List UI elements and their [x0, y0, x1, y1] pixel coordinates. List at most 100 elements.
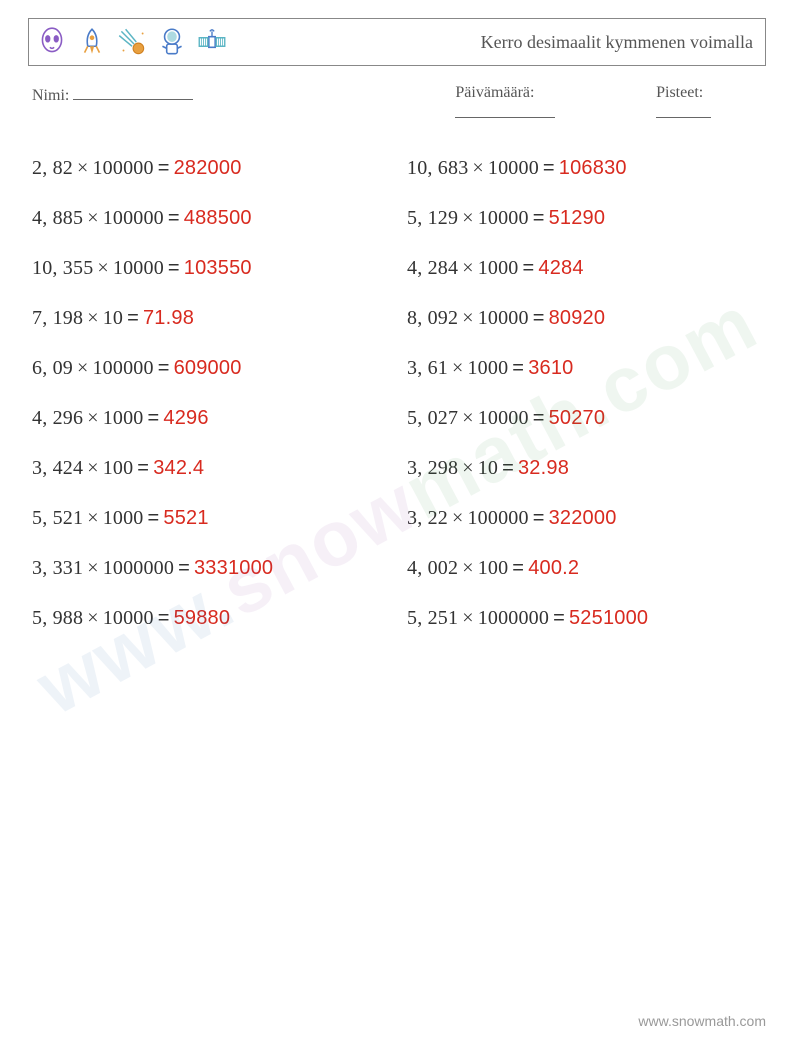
operand-b: 100 [478, 557, 509, 579]
equals-symbol: = [529, 207, 549, 229]
operand-a: 3, 22 [407, 507, 448, 529]
equals-symbol: = [123, 307, 143, 329]
equals-symbol: = [529, 507, 549, 529]
problems-column-left: 2, 82×100000=2820004, 885×100000=4885001… [32, 157, 397, 657]
name-blank [73, 84, 193, 100]
operand-a: 3, 331 [32, 557, 83, 579]
equals-symbol: = [508, 357, 528, 379]
operand-a: 2, 82 [32, 157, 73, 179]
equals-symbol: = [154, 607, 174, 629]
footer-url: www.snowmath.com [638, 1013, 766, 1029]
problem-row: 6, 09×100000=609000 [32, 357, 387, 380]
operand-a: 5, 988 [32, 607, 83, 629]
date-label: Päivämäärä: [455, 84, 534, 101]
name-field: Nimi: [32, 84, 455, 123]
operand-a: 8, 092 [407, 307, 458, 329]
problem-row: 7, 198×10=71.98 [32, 307, 387, 330]
equals-symbol: = [144, 407, 164, 429]
operand-a: 4, 885 [32, 207, 83, 229]
times-symbol: × [448, 507, 467, 529]
rocket-icon [75, 25, 109, 59]
answer-value: 106830 [559, 157, 627, 179]
operand-b: 1000000 [478, 607, 549, 629]
equals-symbol: = [164, 257, 184, 279]
equals-symbol: = [164, 207, 184, 229]
operand-b: 100000 [467, 507, 528, 529]
problem-row: 3, 424×100=342.4 [32, 457, 387, 480]
equals-symbol: = [133, 457, 153, 479]
equals-symbol: = [174, 557, 194, 579]
operand-a: 4, 002 [407, 557, 458, 579]
date-field: Päivämäärä: [455, 84, 638, 123]
answer-value: 80920 [549, 307, 606, 329]
answer-value: 32.98 [518, 457, 569, 479]
times-symbol: × [93, 257, 112, 279]
times-symbol: × [73, 357, 92, 379]
operand-a: 7, 198 [32, 307, 83, 329]
problem-row: 4, 296×1000=4296 [32, 407, 387, 430]
worksheet-title: Kerro desimaalit kymmenen voimalla [481, 32, 753, 53]
operand-b: 1000 [103, 507, 144, 529]
equals-symbol: = [154, 357, 174, 379]
operand-a: 10, 355 [32, 257, 93, 279]
times-symbol: × [448, 357, 467, 379]
answer-value: 488500 [184, 207, 252, 229]
answer-value: 103550 [184, 257, 252, 279]
operand-a: 4, 296 [32, 407, 83, 429]
problem-row: 4, 284×1000=4284 [407, 257, 762, 280]
answer-value: 71.98 [143, 307, 194, 329]
operand-b: 1000 [467, 357, 508, 379]
problem-row: 5, 521×1000=5521 [32, 507, 387, 530]
answer-value: 342.4 [153, 457, 204, 479]
operand-b: 10000 [478, 207, 529, 229]
problem-row: 4, 002×100=400.2 [407, 557, 762, 580]
operand-a: 5, 251 [407, 607, 458, 629]
problem-row: 4, 885×100000=488500 [32, 207, 387, 230]
problem-row: 5, 988×10000=59880 [32, 607, 387, 630]
equals-symbol: = [529, 307, 549, 329]
operand-b: 100000 [92, 157, 153, 179]
answer-value: 5521 [163, 507, 208, 529]
operand-b: 10000 [488, 157, 539, 179]
times-symbol: × [458, 557, 477, 579]
times-symbol: × [83, 407, 102, 429]
operand-a: 5, 521 [32, 507, 83, 529]
operand-b: 10 [478, 457, 498, 479]
operand-b: 100000 [103, 207, 164, 229]
operand-b: 1000 [478, 257, 519, 279]
times-symbol: × [458, 457, 477, 479]
problem-row: 8, 092×10000=80920 [407, 307, 762, 330]
operand-a: 3, 298 [407, 457, 458, 479]
answer-value: 59880 [174, 607, 231, 629]
header-icons [35, 25, 229, 59]
problem-row: 3, 331×1000000=3331000 [32, 557, 387, 580]
answer-value: 4284 [538, 257, 583, 279]
operand-b: 1000000 [103, 557, 174, 579]
date-blank [455, 102, 555, 118]
operand-a: 10, 683 [407, 157, 468, 179]
name-label: Nimi: [32, 87, 69, 104]
operand-b: 10000 [103, 607, 154, 629]
times-symbol: × [458, 307, 477, 329]
times-symbol: × [468, 157, 487, 179]
operand-a: 3, 61 [407, 357, 448, 379]
operand-b: 10000 [478, 307, 529, 329]
operand-b: 100000 [92, 357, 153, 379]
equals-symbol: = [519, 257, 539, 279]
operand-b: 10000 [113, 257, 164, 279]
answer-value: 400.2 [528, 557, 579, 579]
answer-value: 4296 [163, 407, 208, 429]
answer-value: 609000 [174, 357, 242, 379]
times-symbol: × [73, 157, 92, 179]
score-label: Pisteet: [656, 84, 703, 101]
equals-symbol: = [498, 457, 518, 479]
problem-row: 5, 251×1000000=5251000 [407, 607, 762, 630]
times-symbol: × [458, 407, 477, 429]
problem-row: 5, 027×10000=50270 [407, 407, 762, 430]
problem-row: 2, 82×100000=282000 [32, 157, 387, 180]
astronaut-icon [155, 25, 189, 59]
operand-a: 5, 129 [407, 207, 458, 229]
equals-symbol: = [508, 557, 528, 579]
answer-value: 282000 [174, 157, 242, 179]
meta-row: Nimi: Päivämäärä: Pisteet: [28, 84, 766, 123]
